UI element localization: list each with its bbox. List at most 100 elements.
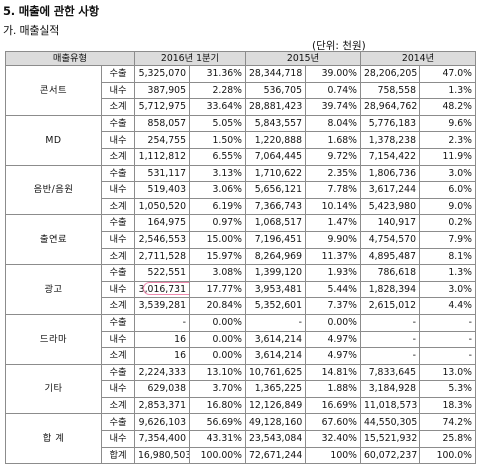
value-2015-cell: 49,128,160: [245, 413, 307, 432]
ratio-2014-cell: 9.6%: [419, 114, 477, 133]
ratio-2015-cell: 7.37%: [305, 297, 362, 315]
ratio-2016q1-cell: 17.77%: [188, 280, 247, 299]
ratio-2014-cell: 25.8%: [419, 430, 477, 448]
ratio-2014-cell: 3.0%: [419, 280, 477, 299]
value-2014-cell: 140,917: [360, 214, 421, 232]
category-cell: 출연료: [5, 214, 102, 266]
ratio-2015-cell: 8.04%: [305, 114, 362, 133]
value-2014-cell: 1,378,238: [360, 131, 421, 149]
value-2015-cell: 1,068,517: [245, 214, 307, 232]
ratio-2014-cell: 13.0%: [419, 363, 477, 382]
value-2016q1-cell: 16: [134, 330, 190, 349]
ratio-2014-cell: 48.2%: [419, 98, 477, 116]
ratio-2014-cell: 74.2%: [419, 413, 477, 432]
value-2016q1-cell: 531,117: [134, 164, 190, 183]
ratio-2015-cell: 1.93%: [305, 264, 362, 282]
value-2015-cell: 72,671,244: [245, 446, 307, 465]
sales-kind-cell: 소계: [101, 98, 135, 116]
value-2015-cell: 8,264,969: [245, 247, 307, 266]
ratio-2016q1-cell: 3.13%: [188, 164, 247, 183]
ratio-2016q1-cell: 100.00%: [188, 446, 247, 465]
ratio-2014-cell: 47.0%: [419, 65, 477, 83]
table-row: MD 수출 858,057 5.05% 5,843,557 8.04% 5,776,183 9…: [5, 114, 477, 166]
header-2016q1: 2016년 1분기: [133, 51, 247, 66]
table-row: 소계 5,712,975 33.64% 28,881,423 39.74% 28,964,…: [6, 98, 477, 116]
header-row: 매출유형 2016년 1분기 2015년 2014년: [5, 51, 477, 66]
value-2014-cell: 15,521,932: [360, 430, 421, 448]
value-2015-cell: 3,614,214: [245, 347, 307, 365]
ratio-2016q1-cell: 31.36%: [188, 65, 247, 83]
sales-kind-cell: 수출: [101, 65, 135, 83]
sales-kind-cell: 소계: [101, 347, 135, 365]
ratio-2014-cell: 11.9%: [419, 147, 477, 166]
value-2016q1-cell: 2,853,371: [134, 396, 190, 415]
ratio-2014-cell: 2.3%: [419, 131, 477, 149]
ratio-2016q1-cell: 16.80%: [188, 396, 247, 415]
category-cell: 콘서트: [5, 65, 102, 116]
category-cell: MD: [5, 114, 102, 166]
value-2016q1-cell: 7,354,400: [134, 430, 190, 448]
sales-kind-cell: 수출: [101, 264, 135, 282]
table-row: 합계 16,980,503 100.00% 72,671,244 100% 60,072,…: [6, 446, 477, 465]
value-2016q1-cell: 9,626,103: [134, 413, 190, 432]
ratio-2014-cell: -: [419, 313, 477, 332]
ratio-2014-cell: 3.0%: [419, 164, 477, 183]
sales-kind-cell: 내수: [101, 330, 135, 349]
table-row: 합 계 수출 9,626,103 56.69% 49,128,160 67.60% 44,5…: [5, 413, 477, 465]
sales-kind-cell: 수출: [101, 363, 135, 382]
value-2016q1-cell: 16: [134, 347, 190, 365]
value-2014-cell: -: [360, 313, 421, 332]
ratio-2016q1-cell: 0.97%: [188, 214, 247, 232]
value-2014-cell: 7,154,422: [360, 147, 421, 166]
ratio-2014-cell: 9.0%: [419, 197, 477, 216]
value-2016q1-cell: 3,016,731: [134, 280, 190, 299]
table-row: 소계 1,112,812 6.55% 7,064,445 9.72% 7,154,422 1…: [6, 147, 477, 166]
ratio-2015-cell: 4.97%: [305, 347, 362, 365]
sales-kind-cell: 수출: [101, 313, 135, 332]
value-2015-cell: 536,705: [245, 81, 307, 100]
value-2014-cell: 2,615,012: [360, 297, 421, 315]
value-2014-cell: 1,806,736: [360, 164, 421, 183]
section-heading: 5. 매출에 관한 사항: [3, 4, 100, 18]
table-row: 드라마 수출 -0.00% -0.00% - -: [5, 313, 477, 365]
sales-kind-cell: 소계: [101, 247, 135, 266]
sales-kind-cell: 소계: [101, 297, 135, 315]
value-2014-cell: -: [360, 347, 421, 365]
table-body: 콘서트 수출 5,325,070 31.36% 28,344,718 39.00% 28,2…: [5, 65, 477, 465]
value-2015-cell: 7,366,743: [245, 197, 307, 216]
ratio-2015-cell: 32.40%: [305, 430, 362, 448]
value-2016q1-cell: 3,539,281: [134, 297, 190, 315]
table-row: 소계 2,853,371 16.80% 12,126,849 16.69% 11,018,…: [6, 396, 477, 415]
ratio-2014-cell: 1.3%: [419, 264, 477, 282]
ratio-2015-cell: 100%: [305, 446, 362, 465]
category-cell: 합 계: [5, 413, 102, 465]
sales-kind-cell: 수출: [101, 164, 135, 183]
value-2016q1-cell: 1,112,812: [134, 147, 190, 166]
ratio-2014-cell: -: [419, 330, 477, 349]
category-cell: 광고: [5, 264, 102, 315]
sales-kind-cell: 소계: [101, 147, 135, 166]
table-row: 내수 3,016,731 17.77% 3,953,481 5.44% 1,828,394…: [6, 280, 477, 299]
highlight-circle: [143, 282, 189, 295]
value-2014-cell: 5,423,980: [360, 197, 421, 216]
value-2014-cell: 44,550,305: [360, 413, 421, 432]
ratio-2016q1-cell: 0.00%: [188, 330, 247, 349]
header-type: 매출유형: [5, 51, 135, 66]
value-2016q1-cell: 254,755: [134, 131, 190, 149]
value-2016q1-cell: -: [134, 313, 190, 332]
table-row: 콘서트 수출 5,325,070 31.36% 28,344,718 39.00% 28,2…: [5, 65, 477, 116]
ratio-2015-cell: 5.44%: [305, 280, 362, 299]
sales-kind-cell: 합계: [101, 446, 135, 465]
ratio-2015-cell: 1.47%: [305, 214, 362, 232]
value-2015-cell: 1,365,225: [245, 380, 307, 398]
value-2016q1-cell: 629,038: [134, 380, 190, 398]
ratio-2015-cell: 9.72%: [305, 147, 362, 166]
value-2016q1-cell: 164,975: [134, 214, 190, 232]
ratio-2015-cell: 1.68%: [305, 131, 362, 149]
value-2016q1-cell: 16,980,503: [134, 446, 190, 465]
value-2016q1-cell: 858,057: [134, 114, 190, 133]
value-2014-cell: 28,206,205: [360, 65, 421, 83]
category-cell: 음반/음원: [5, 164, 102, 216]
ratio-2016q1-cell: 56.69%: [188, 413, 247, 432]
